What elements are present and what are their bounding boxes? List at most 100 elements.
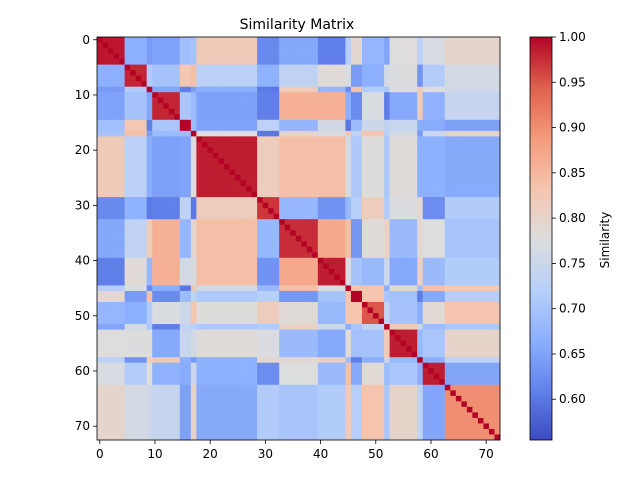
heatmap-cell <box>306 136 313 143</box>
heatmap-cell <box>389 37 396 43</box>
heatmap-cell <box>135 130 142 137</box>
heatmap-cell <box>373 213 379 220</box>
heatmap-cell <box>301 401 308 408</box>
heatmap-cell <box>384 97 390 104</box>
heatmap-cell <box>472 213 479 220</box>
heatmap-cell <box>229 219 236 226</box>
heatmap-cell <box>339 169 346 176</box>
heatmap-cell <box>141 252 148 259</box>
heatmap-cell <box>185 97 192 104</box>
heatmap-cell <box>257 313 263 319</box>
heatmap-cell <box>185 186 192 192</box>
heatmap-cell <box>251 351 258 358</box>
heatmap-cell <box>295 53 302 60</box>
heatmap-cell <box>472 307 479 314</box>
heatmap-cell <box>130 340 136 347</box>
heatmap-cell <box>472 141 479 148</box>
heatmap-cell <box>295 340 302 347</box>
heatmap-cell <box>179 412 186 419</box>
heatmap-cell <box>235 268 241 275</box>
heatmap-cell <box>439 235 446 242</box>
heatmap-cell <box>411 329 418 336</box>
heatmap-cell <box>135 152 142 159</box>
heatmap-cell <box>185 307 192 314</box>
heatmap-cell <box>400 285 407 292</box>
heatmap-cell <box>428 290 435 297</box>
heatmap-cell <box>378 208 385 215</box>
heatmap-cell <box>273 318 280 325</box>
heatmap-cell <box>450 379 457 386</box>
heatmap-cell <box>257 197 263 203</box>
heatmap-cell <box>212 290 219 297</box>
heatmap-cell <box>97 180 103 187</box>
heatmap-cell <box>135 75 142 82</box>
heatmap-cell <box>174 163 181 170</box>
heatmap-cell <box>339 59 346 65</box>
heatmap-cell <box>345 329 352 336</box>
heatmap-cell <box>339 191 346 198</box>
heatmap-cell <box>240 318 247 325</box>
heatmap-cell <box>124 346 131 353</box>
heatmap-cell <box>207 114 214 121</box>
heatmap-cell <box>119 119 125 126</box>
heatmap-cell <box>273 290 280 297</box>
heatmap-cell <box>246 97 252 104</box>
heatmap-cell <box>356 406 363 413</box>
heatmap-cell <box>135 202 142 209</box>
heatmap-cell <box>174 59 181 65</box>
heatmap-cell <box>400 130 407 137</box>
heatmap-cell <box>273 307 280 314</box>
heatmap-cell <box>317 351 324 358</box>
heatmap-cell <box>284 373 291 380</box>
heatmap-cell <box>246 235 252 242</box>
heatmap-cell <box>235 296 241 303</box>
heatmap-cell <box>229 395 236 402</box>
heatmap-cell <box>433 274 440 281</box>
heatmap-cell <box>207 197 214 203</box>
heatmap-cell <box>367 147 374 154</box>
heatmap-cell <box>306 395 313 402</box>
heatmap-cell <box>295 119 302 126</box>
heatmap-cell <box>218 136 225 143</box>
heatmap-cell <box>273 158 280 165</box>
heatmap-cell <box>251 257 258 264</box>
heatmap-cell <box>262 274 269 281</box>
heatmap-cell <box>130 163 136 170</box>
heatmap-cell <box>312 307 319 314</box>
heatmap-cell <box>461 114 468 121</box>
heatmap-cell <box>179 252 186 259</box>
heatmap-cell <box>157 395 164 402</box>
heatmap-cell <box>240 340 247 347</box>
heatmap-cell <box>439 384 446 391</box>
heatmap-cell <box>450 241 457 248</box>
heatmap-cell <box>295 401 302 408</box>
heatmap-cell <box>411 114 418 121</box>
heatmap-cell <box>306 64 313 71</box>
heatmap-cell <box>378 279 385 286</box>
heatmap-cell <box>290 224 297 231</box>
heatmap-cell <box>284 307 291 314</box>
heatmap-cell <box>400 318 407 325</box>
heatmap-cell <box>323 335 330 341</box>
heatmap-cell <box>141 130 148 137</box>
heatmap-cell <box>350 313 357 319</box>
heatmap-cell <box>494 59 501 65</box>
heatmap-cell <box>328 274 335 281</box>
heatmap-cell <box>146 59 153 65</box>
heatmap-cell <box>119 362 125 369</box>
heatmap-cell <box>373 268 379 275</box>
heatmap-cell <box>417 329 424 336</box>
heatmap-cell <box>290 70 297 76</box>
heatmap-cell <box>229 274 236 281</box>
heatmap-cell <box>207 152 214 159</box>
heatmap-cell <box>190 406 197 413</box>
heatmap-cell <box>174 64 181 71</box>
heatmap-cell <box>306 274 313 281</box>
heatmap-cell <box>477 108 484 115</box>
heatmap-cell <box>384 351 390 358</box>
heatmap-cell <box>428 357 435 364</box>
heatmap-cell <box>240 362 247 369</box>
heatmap-cell <box>406 169 413 176</box>
heatmap-cell <box>108 152 114 159</box>
heatmap-cell <box>384 130 390 137</box>
